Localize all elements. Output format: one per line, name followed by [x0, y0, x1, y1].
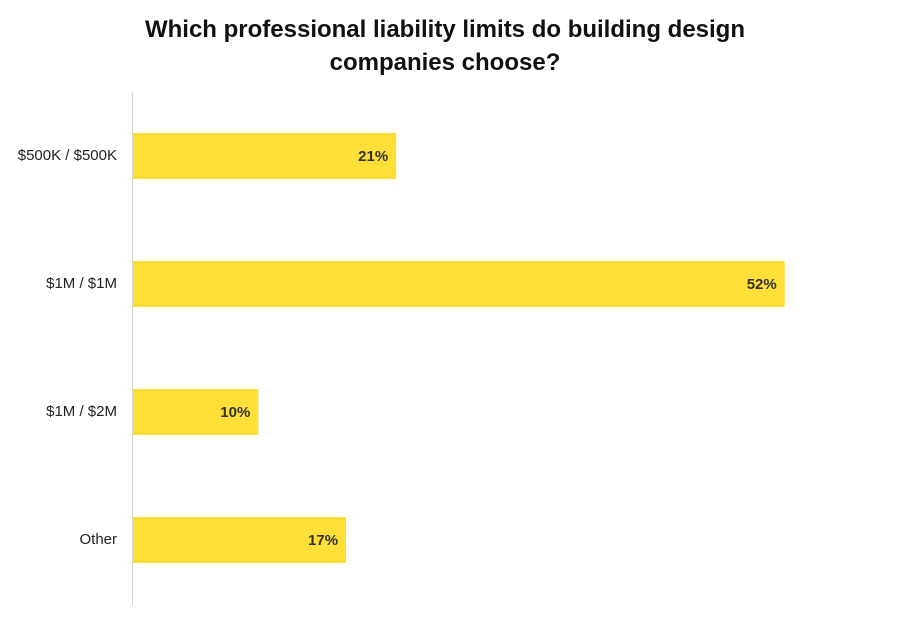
y-tick-label: Other	[79, 531, 117, 548]
y-tick-label: $1M / $2M	[46, 403, 117, 420]
value-label: 17%	[308, 532, 338, 549]
y-tick-label: $1M / $1M	[46, 275, 117, 292]
bar	[133, 517, 347, 563]
bar	[133, 261, 785, 307]
value-label: 52%	[747, 276, 777, 293]
y-tick-label: $500K / $500K	[18, 147, 117, 164]
chart-title: Which professional liability limits do b…	[144, 16, 746, 76]
bar	[133, 133, 397, 179]
bar	[133, 389, 259, 435]
value-label: 10%	[220, 404, 250, 421]
value-label: 21%	[358, 148, 388, 165]
